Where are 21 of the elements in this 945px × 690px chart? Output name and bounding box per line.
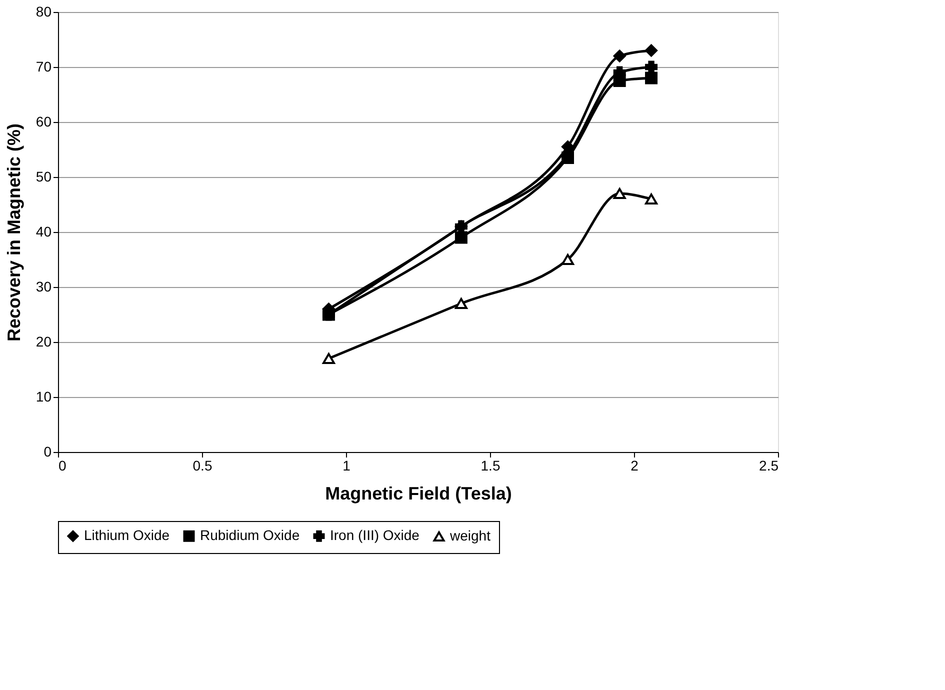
y-tick-label: 0 bbox=[44, 444, 52, 460]
y-tick-label: 80 bbox=[36, 4, 52, 20]
y-tick-label: 40 bbox=[36, 224, 52, 240]
y-tick-label: 20 bbox=[36, 334, 52, 350]
x-tick-label: 2.5 bbox=[759, 458, 779, 474]
x-tick-label: 1 bbox=[342, 458, 351, 474]
legend-label: weight bbox=[449, 527, 491, 544]
y-tick-label: 30 bbox=[36, 278, 52, 294]
x-tick-label: 2 bbox=[630, 458, 639, 474]
x-tick-label: 0 bbox=[58, 458, 66, 474]
y-tick-label: 50 bbox=[36, 168, 52, 184]
y-tick-label: 60 bbox=[36, 114, 52, 130]
legend-label: Lithium Oxide bbox=[84, 527, 170, 544]
y-tick-label: 10 bbox=[36, 388, 52, 404]
legend-label: Iron (III) Oxide bbox=[330, 527, 420, 544]
y-axis-title: Recovery in Magnetic (%) bbox=[4, 123, 24, 342]
legend-label: Rubidium Oxide bbox=[200, 527, 300, 544]
x-axis-title: Magnetic Field (Tesla) bbox=[325, 484, 512, 504]
x-tick-label: 0.5 bbox=[192, 458, 212, 474]
y-tick-label: 70 bbox=[36, 58, 52, 74]
x-tick-label: 1.5 bbox=[480, 458, 500, 474]
